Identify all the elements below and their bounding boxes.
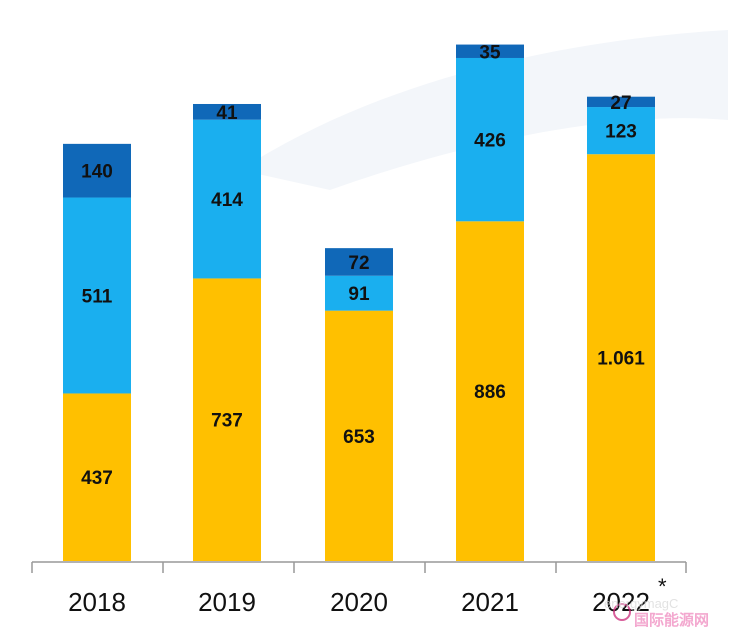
footnote-asterisk: * xyxy=(658,574,667,599)
bar-2021-middle xyxy=(456,57,524,222)
x-axis-labels: 2018 2019 2020 2021 2022 * xyxy=(68,574,667,617)
data-label-2020-bottom: 653 xyxy=(343,427,375,448)
bar-2020-middle xyxy=(325,275,393,311)
x-tick-label-2020: 2020 xyxy=(330,587,388,617)
x-tick-label-2021: 2021 xyxy=(461,587,519,617)
data-label-2018-middle: 511 xyxy=(82,286,113,307)
watermark-logo-icon xyxy=(613,603,631,621)
watermark: energymagC 国际能源网 xyxy=(604,596,709,629)
data-label-2019-bottom: 737 xyxy=(211,411,243,432)
bars-group: 437 511 140 737 414 41 653 91 72 886 426 35 1.061 123… xyxy=(63,42,655,562)
data-label-2020-top: 72 xyxy=(348,253,369,274)
data-label-2018-bottom: 437 xyxy=(81,468,113,489)
data-label-2020-middle: 91 xyxy=(348,284,370,305)
data-label-2022-top: 27 xyxy=(610,93,631,114)
x-tick-label-2022: 2022 xyxy=(592,587,650,617)
bar-2019-bottom xyxy=(193,278,261,561)
watermark-cn-text: 国际能源网 xyxy=(634,611,709,629)
data-label-2018-top: 140 xyxy=(81,162,113,183)
bar-2020-bottom xyxy=(325,310,393,561)
bar-2018-middle xyxy=(63,197,131,394)
bar-2022-middle xyxy=(587,107,655,155)
data-label-2019-top: 41 xyxy=(216,103,238,124)
data-label-2021-top: 35 xyxy=(479,42,501,63)
data-label-2021-middle: 426 xyxy=(474,131,506,152)
bar-2021-bottom xyxy=(456,221,524,561)
bar-2018-top xyxy=(63,143,131,198)
watermark-text: energymagC xyxy=(604,596,678,611)
bar-2020-top xyxy=(325,248,393,276)
x-tick-label-2018: 2018 xyxy=(68,587,126,617)
x-axis-ticks xyxy=(31,562,687,573)
bar-2021-top xyxy=(456,44,524,58)
bar-2019-middle xyxy=(193,119,261,279)
x-tick-label-2019: 2019 xyxy=(198,587,256,617)
data-label-2019-middle: 414 xyxy=(211,190,243,211)
bar-2022-bottom xyxy=(587,154,655,562)
data-label-2021-bottom: 886 xyxy=(474,382,506,403)
bar-2018-bottom xyxy=(63,393,131,561)
data-label-2022-bottom: 1.061 xyxy=(597,349,645,370)
data-label-2022-middle: 123 xyxy=(605,122,637,143)
bar-2022-top xyxy=(587,96,655,108)
bar-2019-top xyxy=(193,103,261,120)
